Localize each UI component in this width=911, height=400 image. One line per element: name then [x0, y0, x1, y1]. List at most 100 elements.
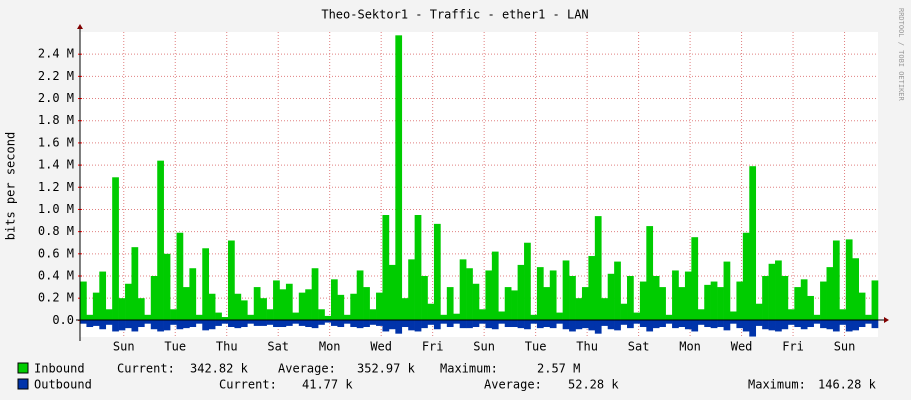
area-step [678, 287, 686, 321]
area-step [440, 320, 448, 324]
x-tick-label: Tue [164, 340, 186, 354]
area-step [858, 292, 866, 321]
area-step [665, 320, 673, 324]
area-step [594, 320, 602, 334]
area-step [807, 295, 814, 321]
area-step [279, 320, 287, 328]
area-step [369, 320, 377, 325]
area-step [858, 320, 866, 328]
legend-swatch [17, 362, 29, 374]
legend-label: Inbound [34, 362, 85, 376]
area-step [479, 309, 486, 321]
area-step [247, 314, 255, 321]
x-arrow [884, 317, 889, 323]
area-step [234, 293, 242, 321]
area-step [99, 271, 107, 321]
area-step [826, 320, 834, 330]
area-step [556, 312, 563, 321]
area-step [717, 287, 724, 321]
area-step [182, 287, 190, 321]
area-step [176, 232, 184, 321]
area-step [832, 320, 840, 332]
area-step [723, 261, 731, 321]
area-step [292, 320, 300, 324]
area-step [556, 320, 563, 324]
legend-swatch [17, 378, 29, 390]
area-step [536, 320, 544, 329]
legend-stat-value: 352.97 k [357, 362, 416, 376]
area-step [86, 314, 94, 321]
legend-stat-value: 342.82 k [190, 362, 249, 376]
area-step [240, 300, 248, 321]
area-step [543, 320, 551, 328]
area-step [562, 260, 570, 321]
area-step [762, 320, 769, 330]
area-step [601, 320, 609, 326]
grid [78, 32, 878, 337]
area-step [234, 320, 242, 329]
area-step [549, 270, 557, 321]
area-step [472, 283, 480, 321]
area-step [330, 320, 338, 326]
area-step [865, 320, 872, 324]
area-step [787, 320, 795, 325]
area-step [536, 267, 544, 321]
area-step [92, 320, 100, 326]
area-step [253, 320, 261, 326]
area-step [433, 223, 441, 321]
area-step [639, 320, 647, 328]
area-step [324, 315, 332, 321]
area-step [601, 298, 609, 321]
area-step [356, 320, 364, 329]
area-step [343, 320, 351, 324]
area-step [620, 303, 628, 321]
area-step [144, 314, 152, 321]
area-step [125, 283, 132, 321]
y-axis-label: bits per second [4, 132, 18, 240]
x-tick-label: Thu [216, 340, 238, 354]
area-step [350, 320, 358, 328]
area-step [498, 311, 506, 321]
area-step [504, 320, 512, 328]
area-step [530, 314, 538, 321]
area-step [530, 320, 538, 324]
y-tick-label: 2.2 M [38, 69, 74, 83]
area-step [665, 314, 673, 321]
area-step [839, 309, 847, 321]
area-step [221, 317, 229, 321]
legend-stat-value: 52.28 k [568, 378, 619, 392]
x-tick-label: Fri [782, 340, 804, 354]
area-step [86, 320, 94, 328]
area-step [388, 320, 396, 330]
area-step [479, 320, 486, 324]
area-step [105, 309, 113, 321]
area-step [768, 263, 776, 321]
x-tick-label: Fri [422, 340, 444, 354]
area-step [228, 320, 235, 328]
area-step [266, 309, 274, 321]
area-step [723, 320, 731, 331]
area-step [363, 320, 370, 328]
y-tick-label: 1.8 M [38, 113, 74, 127]
area-step [697, 309, 705, 321]
area-step [369, 309, 377, 321]
area-step [710, 281, 718, 321]
area-step [318, 320, 325, 325]
area-step [633, 320, 641, 324]
axes [76, 24, 889, 341]
area-step [285, 320, 293, 326]
area-step [414, 215, 422, 321]
area-step [466, 268, 473, 321]
area-step [691, 237, 699, 321]
legend-stat-value: 146.28 k [818, 378, 877, 392]
y-tick-label: 2.4 M [38, 47, 74, 61]
area-step [395, 35, 403, 321]
area-step [92, 292, 100, 321]
area-step [266, 320, 274, 325]
area-step [137, 298, 145, 321]
area-step [581, 287, 589, 321]
legend-stat-label: Maximum: [748, 378, 806, 392]
area-step [260, 298, 267, 321]
